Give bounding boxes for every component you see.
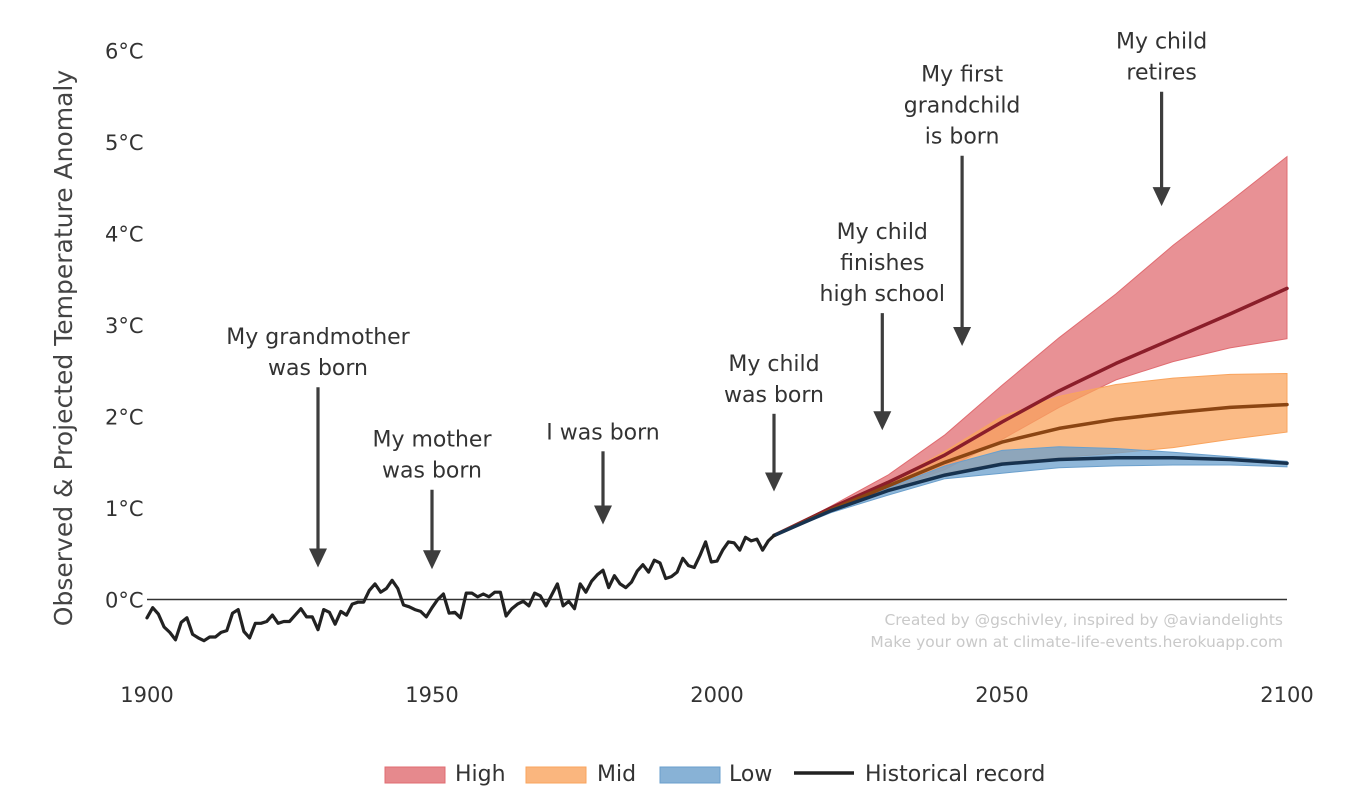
legend-swatch-high	[384, 766, 446, 784]
annotation-5: My child finishes high school	[820, 220, 946, 431]
series-lines	[145, 286, 1289, 643]
annotation-4-arrow-head	[765, 472, 783, 492]
annotation-7-arrow-head	[1152, 187, 1171, 207]
credit-text: Created by @gschivley, inspired by @avia…	[870, 611, 1283, 651]
y-tick-label: 6°C	[105, 40, 144, 64]
legend-label-mid: Mid	[597, 762, 636, 787]
legend-item-high[interactable]: High	[384, 762, 506, 787]
annotation-1-arrow-head	[309, 548, 327, 568]
annotation-2: My mother was born	[372, 428, 492, 570]
high-scenario-mean-line	[772, 286, 1289, 538]
projection-bands	[773, 155, 1288, 536]
annotation-6-text-line-3: is born	[925, 125, 1000, 150]
legend[interactable]: High Mid Low Historical record	[384, 762, 1045, 787]
annotation-3: I was born	[546, 420, 660, 525]
x-tick-label: 2050	[975, 683, 1028, 707]
life-event-annotations: My grandmother was born My mother was born I…	[226, 30, 1207, 570]
x-tick-label: 1950	[405, 683, 458, 707]
legend-swatch-mid	[525, 766, 587, 784]
legend-label-historical-record: Historical record	[865, 762, 1045, 787]
annotation-7: My child retires	[1116, 30, 1207, 207]
annotation-3-text-line-1: I was born	[546, 420, 659, 445]
historical-record-line	[145, 533, 776, 643]
annotation-2-text-line-2: was born	[382, 459, 482, 484]
high-scenario-band	[773, 155, 1288, 536]
annotation-7-text-line-1: My child	[1116, 30, 1207, 55]
annotation-1-text-line-2: was born	[268, 356, 368, 381]
annotation-4-text-line-1: My child	[728, 352, 819, 377]
x-tick-label: 1900	[120, 683, 173, 707]
annotation-4-text-line-2: was born	[724, 383, 824, 408]
annotation-5-text-line-1: My child	[837, 220, 928, 245]
y-tick-label: 1°C	[105, 497, 144, 521]
y-tick-label: 3°C	[105, 314, 144, 338]
y-tick-label: 5°C	[105, 131, 144, 155]
annotation-6: My first grandchild is born	[904, 63, 1021, 346]
y-axis-ticks: 0°C 1°C 2°C 3°C 4°C 5°C 6°C	[105, 40, 144, 613]
x-tick-label: 2100	[1260, 683, 1313, 707]
legend-item-low[interactable]: Low	[659, 762, 772, 787]
y-tick-label: 2°C	[105, 406, 144, 430]
annotation-6-arrow-head	[953, 327, 972, 346]
annotation-3-arrow-head	[594, 505, 612, 525]
annotation-2-text-line-1: My mother	[372, 428, 492, 453]
x-tick-label: 2000	[690, 683, 743, 707]
annotation-1: My grandmother was born	[226, 325, 411, 568]
credit-line-1: Created by @gschivley, inspired by @avia…	[884, 611, 1283, 629]
legend-label-high: High	[455, 762, 506, 787]
legend-swatch-low	[659, 766, 721, 784]
annotation-4: My child was born	[724, 352, 824, 492]
annotation-6-text-line-1: My first	[921, 63, 1003, 88]
annotation-7-text-line-2: retires	[1126, 61, 1196, 86]
annotation-2-arrow-head	[423, 550, 441, 570]
annotation-5-arrow-head	[873, 411, 892, 431]
y-tick-label: 0°C	[105, 589, 144, 613]
low-scenario-mean-line	[772, 455, 1289, 538]
mid-scenario-mean-line	[772, 402, 1289, 538]
legend-item-mid[interactable]: Mid	[525, 762, 636, 787]
credit-line-2: Make your own at climate-life-events.her…	[870, 633, 1283, 651]
legend-label-low: Low	[729, 762, 772, 787]
legend-item-historical-record[interactable]: Historical record	[794, 762, 1045, 787]
y-tick-label: 4°C	[105, 223, 144, 247]
annotation-5-text-line-3: high school	[820, 282, 946, 307]
annotation-6-text-line-2: grandchild	[904, 94, 1021, 119]
annotation-5-text-line-2: finishes	[840, 251, 924, 276]
annotation-1-text-line-1: My grandmother	[226, 325, 410, 350]
y-axis-title: Observed & Projected Temperature Anomaly	[49, 70, 78, 627]
x-axis-ticks: 1900 1950 2000 2050 2100	[120, 683, 1313, 707]
